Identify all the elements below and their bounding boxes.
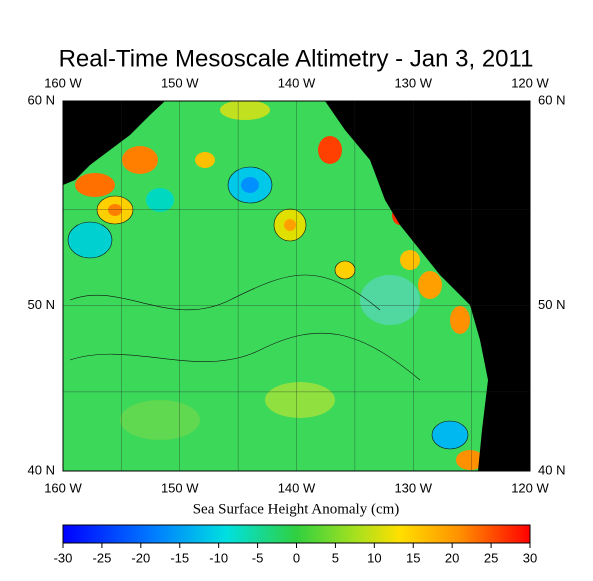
colorbar-tick-label: 0 [293,550,300,565]
colorbar-tick-label: -20 [131,550,150,565]
colorbar-tick-label: -5 [252,550,264,565]
lon-label-top: 160 W [44,75,82,90]
lat-label-left: 50 N [28,297,55,312]
colorbar [62,524,531,544]
lat-label-left: 40 N [28,462,55,477]
lon-label-bottom: 140 W [278,480,316,495]
lon-label-bottom: 120 W [511,480,549,495]
lat-label-right: 50 N [538,297,565,312]
colorbar-tick-label: 5 [332,550,339,565]
colorbar-tick-label: 25 [484,550,498,565]
graticule [63,101,530,471]
lon-label-top: 140 W [278,75,316,90]
lon-label-bottom: 160 W [44,480,82,495]
lon-label-top: 120 W [511,75,549,90]
land-alaska [63,101,165,185]
lat-label-left: 60 N [28,92,55,107]
colorbar-tick-label: -30 [54,550,73,565]
lat-label-right: 60 N [538,92,565,107]
colorbar-label: Sea Surface Height Anomaly (cm) [193,501,400,517]
contours [67,166,469,450]
colorbar-tick-label: -10 [209,550,228,565]
map-frame [62,100,531,472]
colorbar-tick-label: 10 [367,550,381,565]
colorbar-tick-label: 30 [523,550,537,565]
land-north-america [325,101,530,471]
colorbar-tick-label: 15 [406,550,420,565]
lon-label-top: 150 W [161,75,199,90]
colorbar-tick-label: 20 [445,550,459,565]
colorbar-tick-label: -25 [93,550,112,565]
title: Real-Time Mesoscale Altimetry - Jan 3, 2… [59,45,534,72]
lon-label-top: 130 W [394,75,432,90]
lon-label-bottom: 130 W [394,480,432,495]
lat-label-right: 40 N [538,462,565,477]
lon-label-bottom: 150 W [161,480,199,495]
colorbar-tick-label: -15 [170,550,189,565]
